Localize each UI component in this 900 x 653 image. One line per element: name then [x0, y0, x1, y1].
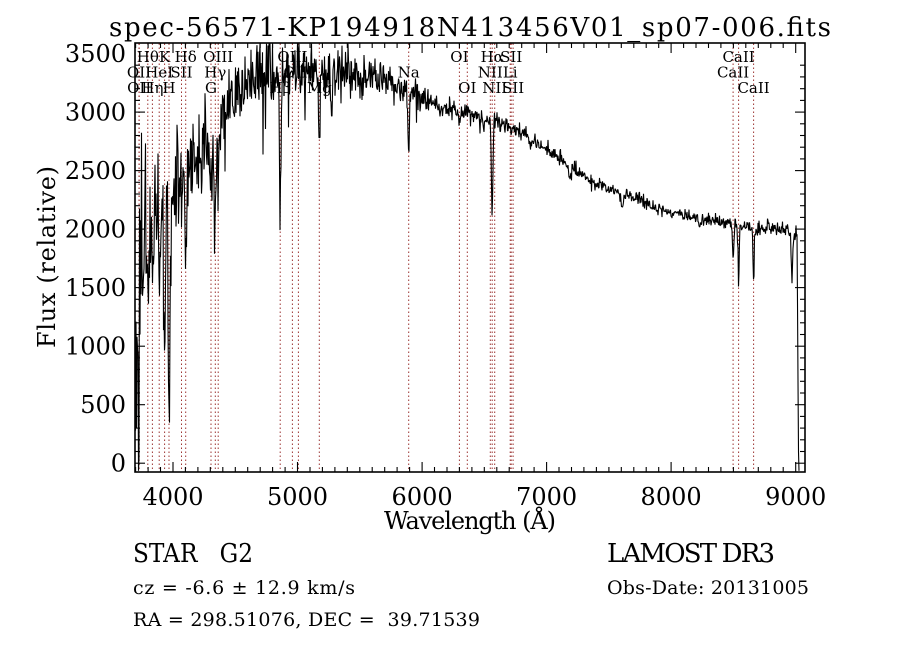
y-tick-label-0: 0: [111, 450, 126, 478]
line-label-caii-8498: CaII: [717, 64, 749, 82]
y-tick-label-1500: 1500: [65, 274, 126, 302]
x-tick-label-5000: 5000: [267, 483, 328, 511]
line-label-hδ-4102: Hδ: [175, 48, 197, 66]
axis-tick-labels: 4000 5000 6000 7000 8000 9000 0 500 1000 1500 2000…: [65, 40, 826, 511]
y-tick-label-500: 500: [80, 391, 126, 419]
ra-dec-value: RA = 298.51076, DEC = 39.71539: [133, 609, 480, 631]
line-label-caii-8662: CaII: [737, 79, 769, 97]
plot-title: spec-56571-KP194918N413456V01_sp07-006.f…: [109, 13, 831, 43]
x-tick-label-8000: 8000: [641, 483, 702, 511]
spectral-line-labels: OIIOIIHθHηHeIKHSIIHδGHγOIIIHβOIIIOIIIMgN…: [127, 48, 770, 97]
line-label-h-3968: H: [162, 79, 175, 97]
x-tick-label-4000: 4000: [142, 483, 203, 511]
plot-frame: [134, 42, 806, 473]
x-tick-label-7000: 7000: [516, 483, 577, 511]
y-tick-label-1000: 1000: [65, 333, 126, 361]
line-label-hei-3889: HeI: [145, 64, 173, 82]
y-tick-label-2500: 2500: [65, 157, 126, 185]
object-class-label: STAR G2: [133, 539, 253, 569]
line-label-oii-3729: OII: [127, 79, 151, 97]
obs-date-value: Obs-Date: 20131005: [607, 577, 809, 599]
line-label-nii-6583: NII: [482, 79, 507, 97]
y-tick-label-3000: 3000: [65, 99, 126, 127]
x-tick-label-6000: 6000: [392, 483, 453, 511]
line-label-oi-6363: OI: [458, 79, 476, 97]
line-label-li-6708: Li: [503, 64, 518, 82]
line-label-k-3933: K: [159, 48, 171, 66]
line-label-hθ-3798: Hθ: [137, 48, 159, 66]
line-label-oiii-4959: OIII: [277, 48, 307, 66]
axis-ticks: [135, 43, 805, 472]
x-axis-label: Wavelength (Å): [384, 506, 556, 535]
line-label-na-5893: Na: [398, 64, 420, 82]
y-tick-label-3500: 3500: [65, 40, 126, 68]
cz-value: cz = -6.6 ± 12.9 km/s: [133, 577, 355, 599]
line-label-sii-6731: SII: [502, 79, 524, 97]
line-label-caii-8542: CaII: [722, 48, 754, 66]
survey-label: LAMOST DR3: [607, 539, 775, 569]
y-axis-label: Flux (relative): [33, 166, 61, 348]
line-label-hη-3835: Hη: [141, 79, 163, 97]
line-label-oi-6300: OI: [450, 48, 468, 66]
line-label-oii-3727: OII: [127, 64, 151, 82]
line-label-sii-4068: SII: [170, 64, 192, 82]
line-label-mg-5175: Mg: [307, 79, 332, 97]
line-label-hα-6563: Hα: [481, 48, 504, 66]
line-label-oiii-4363: OIII: [203, 48, 233, 66]
spectrum-trace: [134, 43, 800, 471]
line-label-nii-6548: NII: [478, 64, 503, 82]
y-tick-label-2000: 2000: [65, 216, 126, 244]
x-tick-label-9000: 9000: [765, 483, 826, 511]
line-label-sii-6716: SII: [500, 48, 522, 66]
line-label-g-4305: G: [205, 79, 217, 97]
line-label-hγ-4340: Hγ: [204, 64, 226, 82]
